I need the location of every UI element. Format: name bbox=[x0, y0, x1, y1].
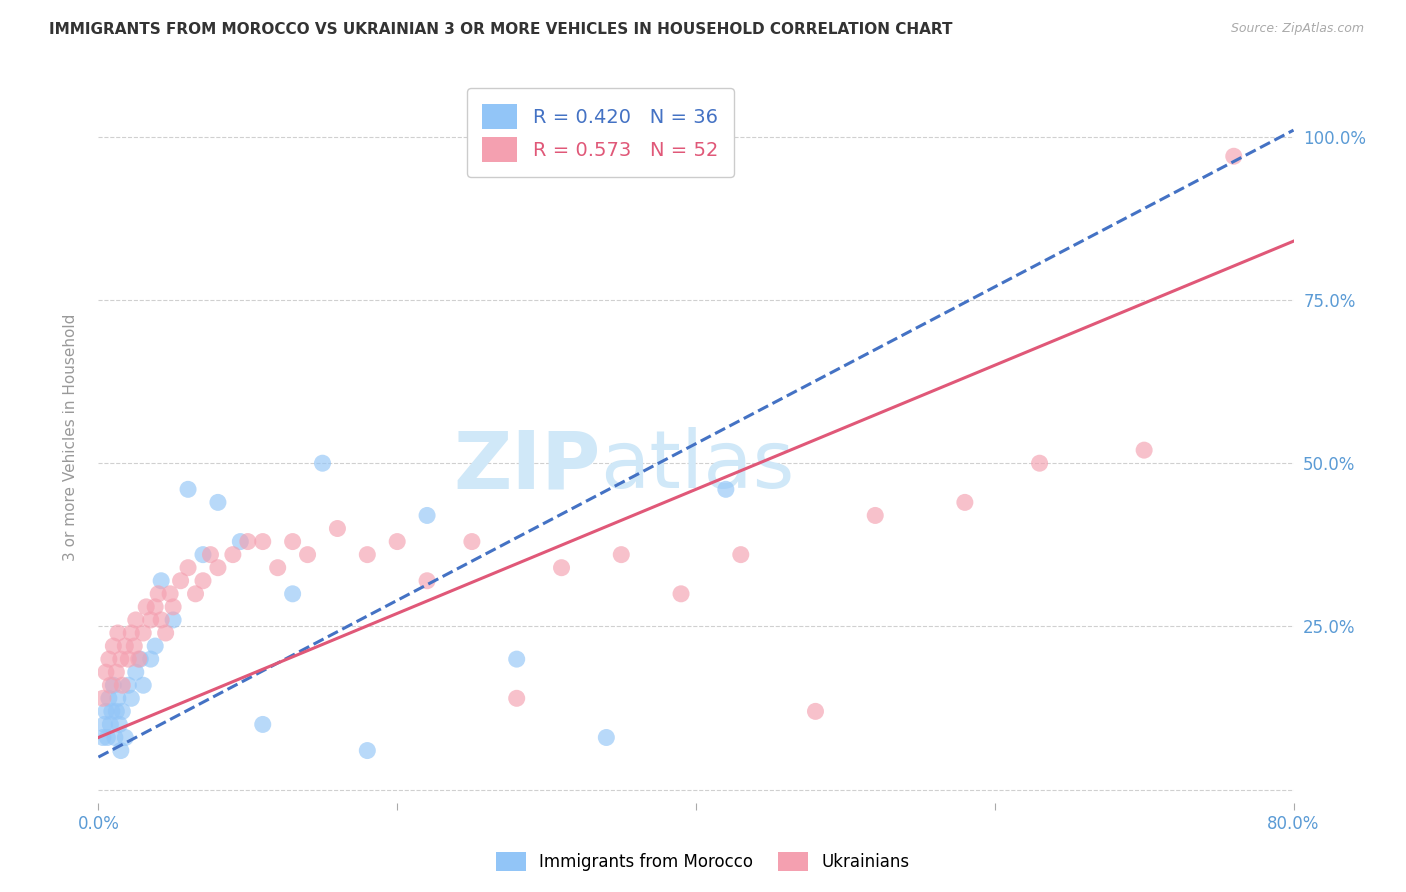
Point bbox=[143, 639, 166, 653]
Point bbox=[128, 652, 150, 666]
Point bbox=[356, 548, 378, 562]
Point bbox=[150, 613, 173, 627]
Point bbox=[97, 652, 120, 666]
Point bbox=[104, 731, 127, 745]
Point bbox=[162, 613, 184, 627]
Point bbox=[143, 599, 166, 614]
Y-axis label: 3 or more Vehicles in Household: 3 or more Vehicles in Household bbox=[63, 313, 77, 561]
Point bbox=[669, 587, 692, 601]
Point bbox=[129, 652, 152, 666]
Point bbox=[385, 534, 409, 549]
Point bbox=[101, 705, 124, 719]
Point bbox=[416, 574, 439, 588]
Legend: Immigrants from Morocco, Ukrainians: Immigrants from Morocco, Ukrainians bbox=[488, 843, 918, 880]
Point bbox=[120, 691, 142, 706]
Point bbox=[252, 717, 274, 731]
Point bbox=[97, 691, 120, 706]
Point bbox=[177, 560, 200, 574]
Point bbox=[191, 548, 214, 562]
Point bbox=[506, 652, 529, 666]
Point bbox=[139, 652, 162, 666]
Point bbox=[1133, 443, 1156, 458]
Point bbox=[96, 731, 118, 745]
Point bbox=[132, 626, 155, 640]
Point bbox=[117, 652, 139, 666]
Point bbox=[124, 639, 146, 653]
Point bbox=[110, 743, 132, 757]
Point bbox=[356, 743, 378, 757]
Point bbox=[865, 508, 887, 523]
Point bbox=[114, 639, 136, 653]
Point bbox=[953, 495, 976, 509]
Point bbox=[135, 599, 157, 614]
Point bbox=[252, 534, 274, 549]
Point bbox=[117, 678, 139, 692]
Point bbox=[1028, 456, 1050, 470]
Point bbox=[94, 705, 117, 719]
Point bbox=[148, 587, 170, 601]
Point bbox=[159, 587, 181, 601]
Point bbox=[110, 652, 132, 666]
Point bbox=[184, 587, 207, 601]
Point bbox=[506, 691, 529, 706]
Point bbox=[222, 548, 245, 562]
Point bbox=[107, 691, 129, 706]
Text: IMMIGRANTS FROM MOROCCO VS UKRAINIAN 3 OR MORE VEHICLES IN HOUSEHOLD CORRELATION: IMMIGRANTS FROM MOROCCO VS UKRAINIAN 3 O… bbox=[49, 22, 953, 37]
Point bbox=[207, 495, 229, 509]
Point bbox=[281, 534, 304, 549]
Point bbox=[177, 483, 200, 497]
Point bbox=[91, 731, 114, 745]
Point bbox=[804, 705, 827, 719]
Point bbox=[103, 678, 125, 692]
Point bbox=[1223, 149, 1246, 163]
Point bbox=[416, 508, 439, 523]
Point bbox=[150, 574, 173, 588]
Point bbox=[91, 691, 114, 706]
Point bbox=[169, 574, 191, 588]
Point bbox=[94, 665, 117, 680]
Point bbox=[267, 560, 290, 574]
Point bbox=[139, 613, 162, 627]
Point bbox=[207, 560, 229, 574]
Point bbox=[326, 521, 349, 535]
Point bbox=[297, 548, 319, 562]
Point bbox=[610, 548, 633, 562]
Point bbox=[125, 665, 148, 680]
Point bbox=[107, 626, 129, 640]
Point bbox=[93, 717, 115, 731]
Point bbox=[100, 678, 122, 692]
Point bbox=[132, 678, 155, 692]
Point bbox=[111, 678, 134, 692]
Point bbox=[200, 548, 222, 562]
Point bbox=[191, 574, 214, 588]
Legend: R = 0.420   N = 36, R = 0.573   N = 52: R = 0.420 N = 36, R = 0.573 N = 52 bbox=[467, 88, 734, 178]
Point bbox=[120, 626, 142, 640]
Point bbox=[114, 731, 136, 745]
Point bbox=[103, 639, 125, 653]
Point bbox=[155, 626, 177, 640]
Point bbox=[125, 613, 148, 627]
Text: atlas: atlas bbox=[600, 427, 794, 506]
Point bbox=[229, 534, 252, 549]
Point bbox=[105, 705, 128, 719]
Point bbox=[100, 717, 122, 731]
Point bbox=[461, 534, 484, 549]
Point bbox=[111, 705, 134, 719]
Point bbox=[236, 534, 259, 549]
Point bbox=[714, 483, 737, 497]
Point bbox=[550, 560, 572, 574]
Point bbox=[595, 731, 617, 745]
Text: ZIP: ZIP bbox=[453, 427, 600, 506]
Point bbox=[730, 548, 752, 562]
Point bbox=[105, 665, 128, 680]
Point bbox=[281, 587, 304, 601]
Text: Source: ZipAtlas.com: Source: ZipAtlas.com bbox=[1230, 22, 1364, 36]
Point bbox=[311, 456, 333, 470]
Point bbox=[108, 717, 131, 731]
Point bbox=[162, 599, 184, 614]
